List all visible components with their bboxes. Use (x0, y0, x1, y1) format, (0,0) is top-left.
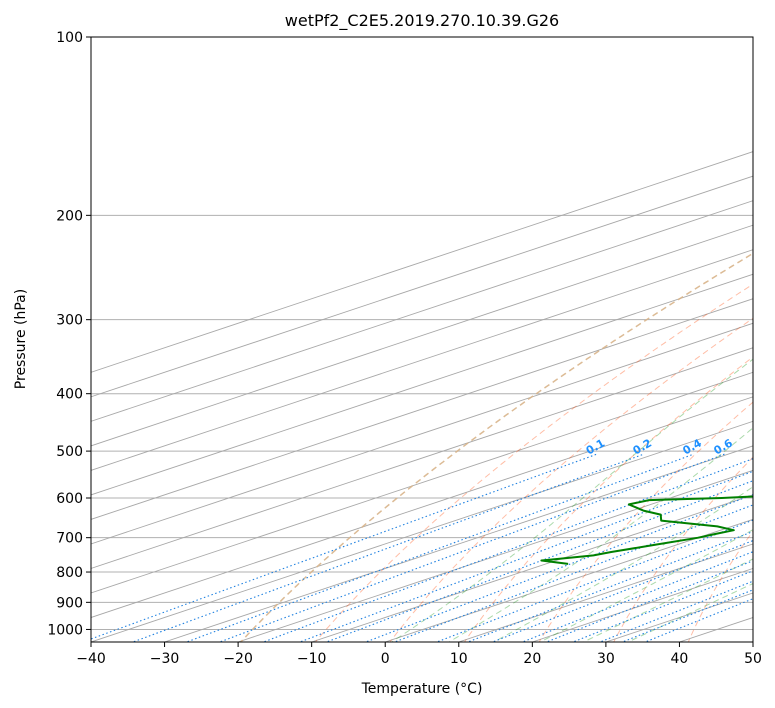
y-tick-label: 500 (56, 444, 83, 460)
y-axis-label: Pressure (hPa) (13, 289, 29, 389)
mixing-ratio-line (131, 453, 645, 642)
moist-adiabat (492, 486, 753, 642)
isotherm-line (91, 322, 753, 545)
x-tick-label: −10 (297, 651, 327, 667)
x-tick-label: 50 (744, 651, 762, 667)
y-tick-label: 100 (56, 30, 83, 46)
y-tick-label: 600 (56, 491, 83, 507)
mixing-ratio-line (364, 494, 753, 642)
x-tick-label: 20 (523, 651, 541, 667)
isotherm-labels: 0.10.20.40.611.52346810131620253036-100-… (584, 436, 770, 457)
isotherm-line (385, 518, 753, 642)
mixing-ratio-lines (91, 453, 753, 642)
x-tick-label: 0 (381, 651, 390, 667)
mixing-ratio-line (621, 589, 753, 642)
isotherm-line (91, 175, 753, 398)
plot-area: 0.10.20.40.611.52346810131620253036-100-… (91, 24, 775, 644)
isotherm-line (679, 617, 753, 642)
moist-adiabats (390, 358, 753, 642)
plot-frame (90, 36, 754, 643)
mixing-ratio-line (545, 560, 753, 642)
x-tick-label: 40 (671, 651, 689, 667)
moist-adiabat (390, 358, 753, 642)
mixing-ratio-label: 1 (757, 439, 770, 454)
isotherm-line (532, 567, 753, 642)
isotherm-line (752, 641, 753, 642)
dry-adiabat (239, 252, 753, 642)
mixing-ratio-line (643, 598, 753, 642)
moist-adiabat (539, 529, 753, 642)
y-tick-label: 800 (56, 565, 83, 581)
mixing-ratio-label: 0.1 (584, 436, 607, 457)
isotherm-line (91, 273, 753, 496)
isotherm-line (91, 224, 753, 447)
isotherm-line (91, 151, 753, 373)
x-tick-label: −20 (223, 651, 253, 667)
x-tick-label: −30 (150, 651, 180, 667)
isotherm-line (237, 469, 753, 642)
dewpoint-line (540, 495, 753, 565)
x-tick-label: 30 (597, 651, 615, 667)
mixing-ratio-line (435, 519, 753, 642)
profile-series (540, 495, 753, 565)
y-tick-label: 700 (56, 531, 83, 547)
mixing-ratio-label: 0.4 (681, 436, 705, 457)
mixing-ratio-label: 0.6 (711, 436, 735, 457)
isotherm-line (164, 445, 753, 642)
mixing-ratio-line (185, 453, 695, 642)
isotherm-line (311, 494, 753, 642)
x-axis-label: Temperature (°C) (361, 681, 483, 697)
dry-adiabat (314, 283, 753, 642)
y-axis-ticks: 100 200 300 400 500 600 700 800 900 1000 (47, 30, 91, 638)
x-axis-ticks: −40 −30 −20 −10 0 10 20 30 40 50 (76, 642, 762, 667)
dry-adiabat (762, 24, 775, 644)
x-tick-label: −40 (76, 651, 106, 667)
y-tick-label: 300 (56, 313, 83, 329)
y-tick-label: 400 (56, 387, 83, 403)
mixing-ratio-line (393, 504, 753, 642)
isotherm-line (91, 298, 753, 520)
isotherm-line (91, 200, 753, 422)
mixing-ratio-line (91, 453, 598, 640)
mixing-ratio-line (325, 480, 753, 642)
isotherm-line (91, 396, 753, 618)
mixing-ratio-line (571, 570, 753, 642)
mixing-ratio-line (466, 530, 753, 642)
dry-adiabat (463, 356, 753, 642)
mixing-ratio-line (298, 470, 753, 642)
dry-adiabat (389, 317, 753, 642)
isotherm-line (91, 249, 753, 471)
isotherm-line (91, 420, 753, 642)
y-tick-label: 200 (56, 208, 83, 224)
mixing-ratio-line (261, 458, 753, 642)
skewed-isotherms (91, 151, 753, 642)
x-tick-label: 10 (450, 651, 468, 667)
mixing-ratio-line (218, 453, 726, 642)
pressure-grid (91, 37, 753, 630)
dry-adiabats (239, 24, 775, 644)
y-tick-label: 900 (56, 595, 83, 611)
dry-adiabat (613, 456, 753, 642)
isotherm-line (91, 371, 753, 594)
y-tick-label: 1000 (47, 622, 83, 638)
moist-adiabat (447, 427, 753, 642)
chart-title: wetPf2_C2E5.2019.270.10.39.G26 (285, 11, 559, 31)
isotherm-line (91, 347, 753, 569)
